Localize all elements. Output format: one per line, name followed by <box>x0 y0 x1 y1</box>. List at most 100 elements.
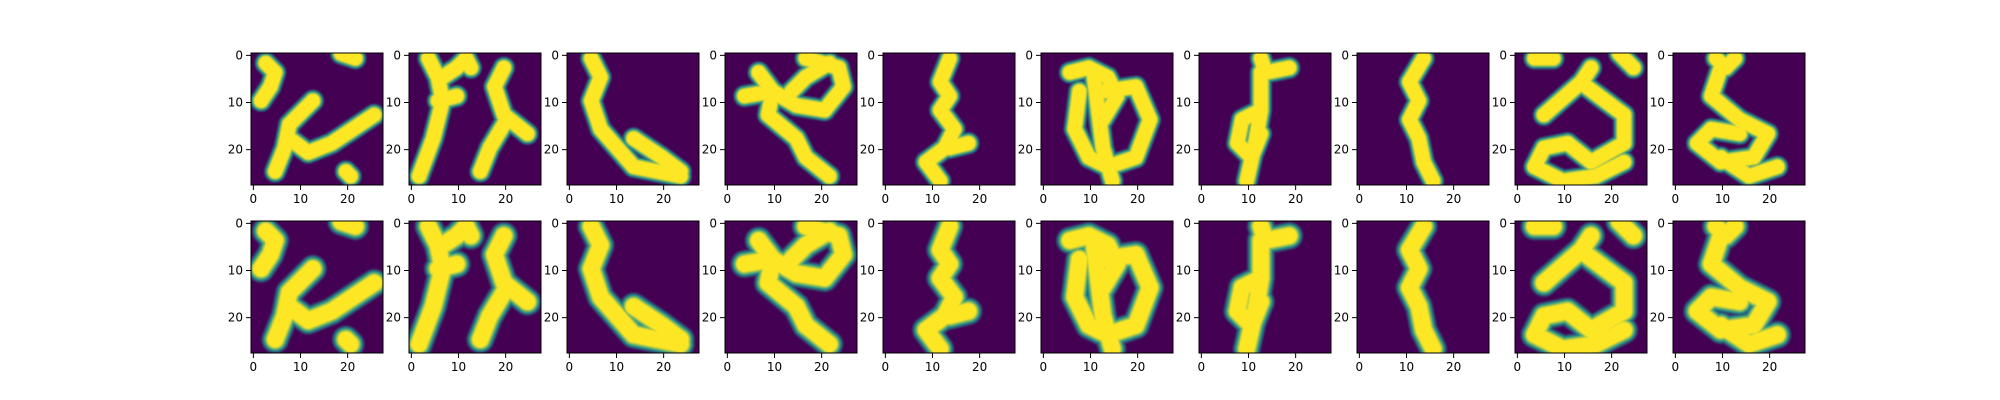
x-tick-label: 0 <box>408 360 416 374</box>
panel-r1-c10: 0 10 20 0 10 20 <box>1650 48 1806 206</box>
x-tick-label: 10 <box>1083 360 1098 374</box>
panel-frame <box>1198 52 1332 186</box>
panel-image <box>409 53 541 185</box>
panel-r2-c1: 0 10 20 0 10 20 <box>228 216 384 374</box>
x-tick-label: 0 <box>1672 192 1680 206</box>
y-tick-label: 10 <box>1492 96 1507 110</box>
panel-r1-c9: 0 10 20 0 10 20 <box>1492 48 1648 206</box>
panel-frame <box>882 220 1016 354</box>
y-tick-label: 0 <box>1341 48 1349 62</box>
y-tick-label: 20 <box>228 311 243 325</box>
x-tick-label: 10 <box>1241 192 1256 206</box>
x-tick-label: 10 <box>925 360 940 374</box>
y-tick-label: 10 <box>702 96 717 110</box>
y-tick-label: 0 <box>393 216 401 230</box>
panel-r1-c2: 0 10 20 0 10 20 <box>386 48 542 206</box>
y-tick-label: 20 <box>1650 143 1665 157</box>
x-tick-label: 10 <box>1557 192 1572 206</box>
panel-r2-c6: 0 10 20 0 10 20 <box>1018 216 1174 374</box>
panel-r2-c8: 0 10 20 0 10 20 <box>1334 216 1490 374</box>
y-tick-label: 20 <box>1176 311 1191 325</box>
x-tick-label: 10 <box>1083 192 1098 206</box>
y-tick-label: 20 <box>1334 311 1349 325</box>
y-tick-label: 20 <box>1176 143 1191 157</box>
panel-frame <box>1672 52 1806 186</box>
x-tick-label: 10 <box>1715 360 1730 374</box>
panel-image <box>725 221 857 353</box>
panel-image <box>725 53 857 185</box>
y-tick-label: 0 <box>709 48 717 62</box>
panel-frame <box>724 52 858 186</box>
y-tick-label: 10 <box>544 96 559 110</box>
x-tick-label: 0 <box>250 192 258 206</box>
panel-r2-c10: 0 10 20 0 10 20 <box>1650 216 1806 374</box>
panel-r1-c3: 0 10 20 0 10 20 <box>544 48 700 206</box>
y-tick-label: 0 <box>1499 48 1507 62</box>
x-tick-label: 0 <box>1040 192 1048 206</box>
y-tick-label: 0 <box>867 216 875 230</box>
y-tick-label: 20 <box>228 143 243 157</box>
panel-r2-c2: 0 10 20 0 10 20 <box>386 216 542 374</box>
panel-frame <box>1356 220 1490 354</box>
y-tick-label: 0 <box>551 48 559 62</box>
panel-r1-c6: 0 10 20 0 10 20 <box>1018 48 1174 206</box>
panel-r2-c7: 0 10 20 0 10 20 <box>1176 216 1332 374</box>
x-tick-label: 0 <box>882 192 890 206</box>
x-tick-label: 10 <box>1399 192 1414 206</box>
panel-frame <box>566 52 700 186</box>
x-tick-label: 0 <box>1356 192 1364 206</box>
x-tick-label: 0 <box>1356 360 1364 374</box>
panel-frame <box>1040 52 1174 186</box>
x-tick-label: 0 <box>1198 192 1206 206</box>
x-tick-label: 20 <box>1288 192 1303 206</box>
x-tick-label: 20 <box>1446 192 1461 206</box>
x-tick-label: 0 <box>1514 192 1522 206</box>
panel-frame <box>1356 52 1490 186</box>
y-tick-label: 10 <box>544 264 559 278</box>
panel-image <box>251 221 383 353</box>
y-tick-label: 10 <box>1492 264 1507 278</box>
x-tick-label: 0 <box>566 360 574 374</box>
x-tick-label: 10 <box>1241 360 1256 374</box>
x-tick-label: 10 <box>609 360 624 374</box>
x-tick-label: 20 <box>340 360 355 374</box>
x-tick-label: 0 <box>724 192 732 206</box>
y-tick-label: 0 <box>1025 216 1033 230</box>
x-tick-label: 20 <box>814 192 829 206</box>
x-tick-label: 0 <box>1672 360 1680 374</box>
y-tick-label: 10 <box>1018 96 1033 110</box>
x-tick-label: 0 <box>408 192 416 206</box>
panel-frame <box>566 220 700 354</box>
y-tick-label: 20 <box>1018 311 1033 325</box>
panel-frame <box>408 52 542 186</box>
panel-frame <box>1514 220 1648 354</box>
panel-r1-c7: 0 10 20 0 10 20 <box>1176 48 1332 206</box>
y-tick-label: 20 <box>1334 143 1349 157</box>
panel-image <box>1041 53 1173 185</box>
y-tick-label: 0 <box>1341 216 1349 230</box>
x-tick-label: 20 <box>1604 192 1619 206</box>
y-tick-label: 0 <box>235 216 243 230</box>
y-tick-label: 0 <box>235 48 243 62</box>
y-tick-label: 20 <box>544 311 559 325</box>
panel-image <box>1357 53 1489 185</box>
x-tick-label: 10 <box>767 192 782 206</box>
x-tick-label: 20 <box>656 360 671 374</box>
x-tick-label: 10 <box>609 192 624 206</box>
panel-image <box>1515 53 1647 185</box>
y-tick-label: 0 <box>1183 48 1191 62</box>
x-tick-label: 20 <box>498 192 513 206</box>
x-tick-label: 0 <box>1514 360 1522 374</box>
y-tick-label: 0 <box>551 216 559 230</box>
x-tick-label: 20 <box>1604 360 1619 374</box>
x-tick-label: 20 <box>972 192 987 206</box>
x-tick-label: 20 <box>1130 192 1145 206</box>
x-tick-label: 10 <box>451 360 466 374</box>
panel-frame <box>1040 220 1174 354</box>
x-tick-label: 0 <box>724 360 732 374</box>
y-tick-label: 0 <box>1657 216 1665 230</box>
y-tick-label: 20 <box>1492 311 1507 325</box>
panel-frame <box>1198 220 1332 354</box>
y-tick-label: 10 <box>860 96 875 110</box>
y-tick-label: 20 <box>702 143 717 157</box>
